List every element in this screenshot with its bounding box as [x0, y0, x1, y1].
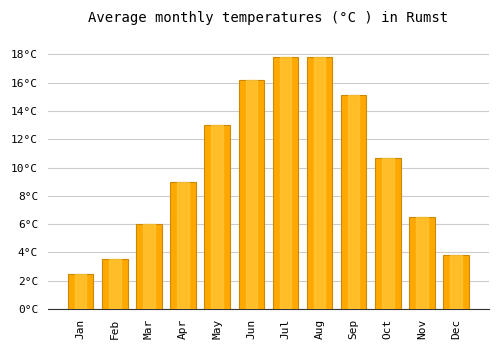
Bar: [102, 259, 128, 309]
Bar: [409, 217, 434, 309]
Bar: [68, 274, 94, 309]
Bar: [450, 255, 462, 309]
Bar: [212, 125, 223, 309]
Bar: [170, 182, 196, 309]
Bar: [382, 158, 394, 309]
Bar: [348, 96, 360, 309]
Bar: [375, 158, 400, 309]
Bar: [272, 57, 298, 309]
Bar: [314, 57, 326, 309]
Bar: [416, 217, 428, 309]
Bar: [246, 80, 257, 309]
Bar: [136, 224, 162, 309]
Bar: [307, 57, 332, 309]
Bar: [341, 96, 366, 309]
Bar: [143, 224, 154, 309]
Bar: [280, 57, 291, 309]
Bar: [204, 125, 230, 309]
Bar: [443, 255, 469, 309]
Bar: [178, 182, 189, 309]
Bar: [75, 274, 86, 309]
Title: Average monthly temperatures (°C ) in Rumst: Average monthly temperatures (°C ) in Ru…: [88, 11, 448, 25]
Bar: [109, 259, 120, 309]
Bar: [238, 80, 264, 309]
